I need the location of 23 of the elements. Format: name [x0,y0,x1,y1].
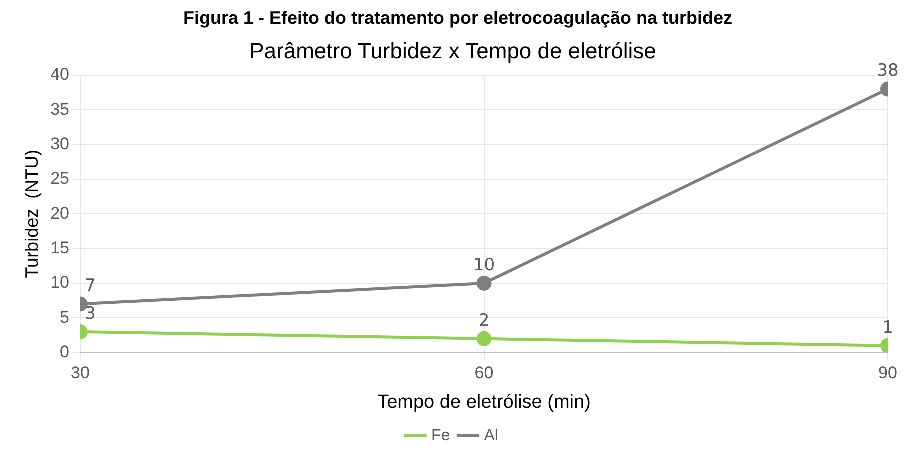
chart-title: Parâmetro Turbidez x Tempo de eletrólise [250,38,656,64]
y-tick-label: 20 [50,204,70,223]
x-axis-title: Tempo de eletrólise (min) [378,392,591,413]
x-tick-label: 60 [474,364,494,383]
y-tick-label: 40 [50,65,70,84]
data-label: 7 [85,276,96,296]
y-axis-title: Turbidez (NTU) [22,150,42,278]
y-tick-label: 25 [50,169,70,188]
text: Figura 1 - Efeito do tratamento por eletrocoagulação na turbidez [182,8,734,29]
data-label: 3 [85,304,96,324]
data-label: 1 [882,318,894,338]
data-label: 2 [478,310,490,331]
y-tick-label: 30 [50,134,70,154]
data-label: 10 [473,255,496,276]
legend-label: Al [484,427,498,444]
y-tick-label: 5 [60,308,70,327]
x-tick-label: 90 [878,364,898,383]
y-tick-label: 15 [50,238,70,258]
y-tick-label: 35 [50,100,70,119]
data-label: 38 [877,61,899,82]
legend-label: Fe [432,427,450,444]
y-tick-label: 10 [50,273,70,292]
y-tick-label: 0 [60,342,70,362]
